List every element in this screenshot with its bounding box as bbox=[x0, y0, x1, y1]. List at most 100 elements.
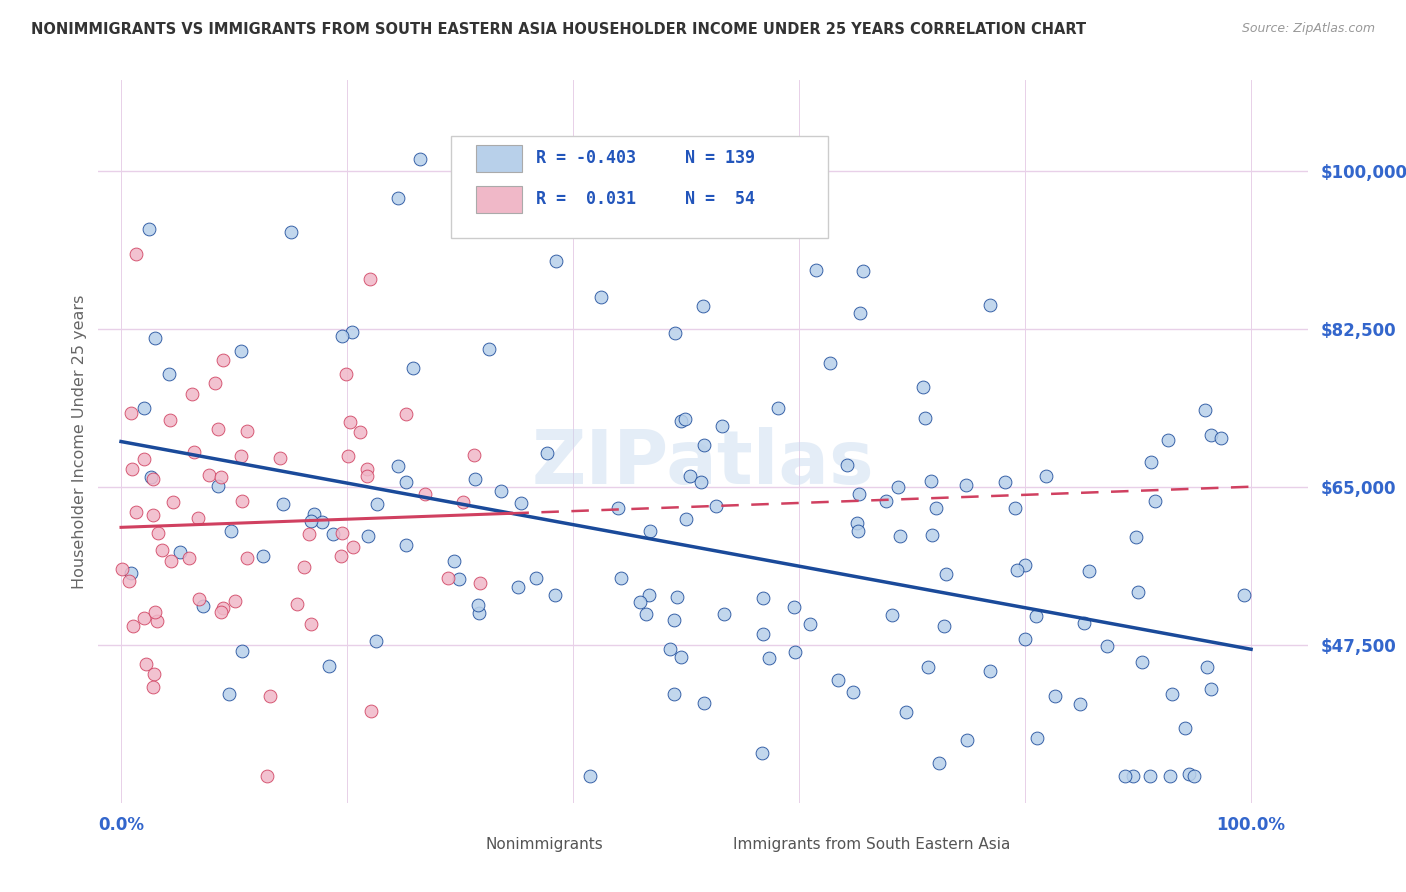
Point bbox=[299, 616, 322, 631]
Point bbox=[118, 574, 141, 588]
Point bbox=[1095, 639, 1118, 653]
Point bbox=[889, 529, 911, 543]
Point bbox=[271, 497, 294, 511]
Text: ZIPatlas: ZIPatlas bbox=[531, 426, 875, 500]
Point bbox=[364, 634, 387, 648]
Point bbox=[628, 595, 651, 609]
Point bbox=[349, 425, 371, 440]
Bar bbox=[443, 834, 477, 855]
Point bbox=[1139, 769, 1161, 783]
Point bbox=[894, 705, 917, 719]
Point bbox=[141, 469, 163, 483]
Point bbox=[827, 673, 849, 687]
Point bbox=[356, 468, 378, 483]
Point bbox=[544, 588, 567, 602]
Point bbox=[159, 413, 181, 427]
Point bbox=[218, 687, 240, 701]
Point bbox=[911, 380, 934, 394]
Point bbox=[181, 387, 204, 401]
Point bbox=[806, 263, 828, 277]
Point bbox=[799, 617, 821, 632]
Point bbox=[664, 326, 686, 341]
Point bbox=[188, 592, 211, 607]
Point bbox=[409, 153, 432, 167]
Point bbox=[183, 444, 205, 458]
Point bbox=[917, 660, 939, 674]
Point bbox=[845, 516, 868, 530]
Point bbox=[318, 658, 340, 673]
Point bbox=[395, 475, 418, 490]
Point bbox=[818, 355, 841, 369]
Point bbox=[252, 549, 274, 563]
Point bbox=[464, 472, 486, 486]
Point bbox=[1025, 609, 1047, 624]
Point bbox=[675, 512, 697, 526]
Point bbox=[395, 538, 418, 552]
Point bbox=[311, 515, 333, 529]
Point bbox=[285, 597, 308, 611]
Point bbox=[259, 689, 281, 703]
Point bbox=[924, 501, 946, 516]
Point bbox=[335, 367, 357, 381]
Point bbox=[1197, 660, 1219, 674]
Point bbox=[298, 527, 321, 541]
Point bbox=[204, 376, 226, 390]
Point bbox=[1004, 500, 1026, 515]
Point bbox=[920, 474, 942, 488]
Point bbox=[330, 329, 353, 343]
Point bbox=[134, 657, 156, 671]
Point bbox=[993, 475, 1015, 489]
Point bbox=[752, 627, 775, 641]
Point bbox=[302, 507, 325, 521]
Point bbox=[638, 589, 661, 603]
Point bbox=[713, 607, 735, 621]
Point bbox=[143, 605, 166, 619]
Point bbox=[848, 305, 870, 319]
Point bbox=[299, 514, 322, 528]
Point bbox=[841, 685, 863, 699]
Point bbox=[231, 494, 253, 508]
Text: R =  0.031: R = 0.031 bbox=[536, 190, 636, 208]
Point bbox=[704, 499, 727, 513]
Point bbox=[1157, 433, 1180, 447]
Bar bbox=[690, 834, 724, 855]
Point bbox=[142, 508, 165, 522]
Point bbox=[292, 559, 315, 574]
Bar bbox=[475, 186, 522, 213]
Point bbox=[125, 505, 148, 519]
Point bbox=[751, 746, 773, 760]
Point bbox=[467, 606, 489, 620]
Point bbox=[157, 368, 180, 382]
Point bbox=[134, 611, 156, 625]
Point bbox=[875, 494, 897, 508]
Point bbox=[783, 644, 806, 658]
Point bbox=[1025, 731, 1047, 746]
Point bbox=[142, 680, 165, 694]
Point bbox=[121, 619, 143, 633]
Point bbox=[443, 554, 465, 568]
Point bbox=[591, 290, 613, 304]
Point bbox=[669, 649, 692, 664]
Point bbox=[921, 528, 943, 542]
Point bbox=[231, 644, 253, 658]
Point bbox=[209, 470, 232, 484]
Point bbox=[758, 650, 780, 665]
Point bbox=[1014, 558, 1036, 572]
Point bbox=[673, 412, 696, 426]
Point bbox=[339, 416, 361, 430]
Point bbox=[395, 407, 418, 421]
Point bbox=[955, 477, 977, 491]
Point bbox=[387, 459, 409, 474]
Point bbox=[848, 487, 870, 501]
Text: N =  54: N = 54 bbox=[685, 190, 755, 208]
Point bbox=[1125, 530, 1147, 544]
Point bbox=[508, 580, 530, 594]
Point bbox=[1128, 585, 1150, 599]
Point bbox=[1130, 655, 1153, 669]
Point bbox=[579, 769, 602, 783]
Point bbox=[664, 613, 686, 627]
Point bbox=[142, 472, 165, 486]
Point bbox=[751, 591, 773, 606]
Point bbox=[928, 756, 950, 771]
Point bbox=[636, 607, 658, 621]
